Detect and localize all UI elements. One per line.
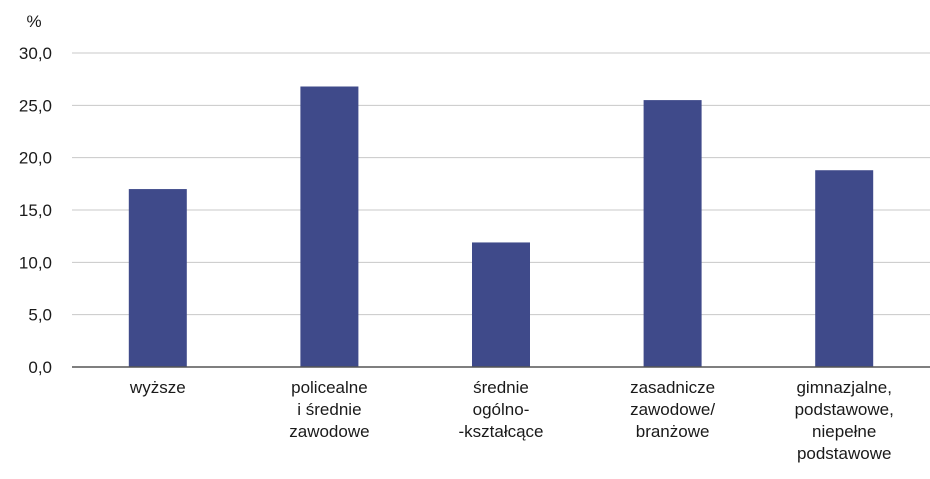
x-category-label-line: zasadnicze [630,378,715,397]
bars [128,86,874,367]
x-category-label-line: gimnazjalne, [796,378,891,397]
y-unit-label: % [26,12,41,31]
x-category-label-line: podstawowe, [795,400,894,419]
y-tick-label: 5,0 [28,306,52,325]
x-category-label: gimnazjalne, podstawowe, niepełne podstawow… [795,378,894,463]
x-category-label-line: i średnie [297,400,361,419]
y-tick-label: 15,0 [19,201,52,220]
x-category-label-line: branżowe [636,422,710,441]
x-category-label: średnie ogólno- -kształcące [458,378,543,441]
x-category-label-line: policealne [291,378,368,397]
x-category-label-line: niepełne [812,422,876,441]
bar [643,100,702,367]
bar [128,189,187,367]
y-tick-label: 30,0 [19,44,52,63]
x-category-label-line: ogólno- [473,400,530,419]
x-category-label-line: podstawowe [797,444,892,463]
gridlines [72,52,930,316]
x-category-label-line: zawodowe [289,422,369,441]
bar [300,86,359,367]
y-tick-label: 0,0 [28,358,52,377]
x-category-label-line: zawodowe/ [630,400,715,419]
bar [815,170,874,367]
x-category-label-line: wyższe [129,378,186,397]
y-tick-label: 20,0 [19,149,52,168]
category-labels: wyższe policealne i średnie zawodowe średnie… [129,378,894,463]
x-category-label-line: średnie [473,378,529,397]
y-tick-labels: 0,0 5,0 10,0 15,0 20,0 25,0 30,0 [19,44,52,377]
x-category-label: policealne i średnie zawodowe [289,378,369,441]
x-category-label-line: -kształcące [458,422,543,441]
y-tick-label: 25,0 [19,96,52,115]
x-category-label: wyższe [129,378,186,397]
y-tick-label: 10,0 [19,253,52,272]
bar [472,242,530,367]
x-category-label: zasadnicze zawodowe/branżowe [630,378,715,441]
